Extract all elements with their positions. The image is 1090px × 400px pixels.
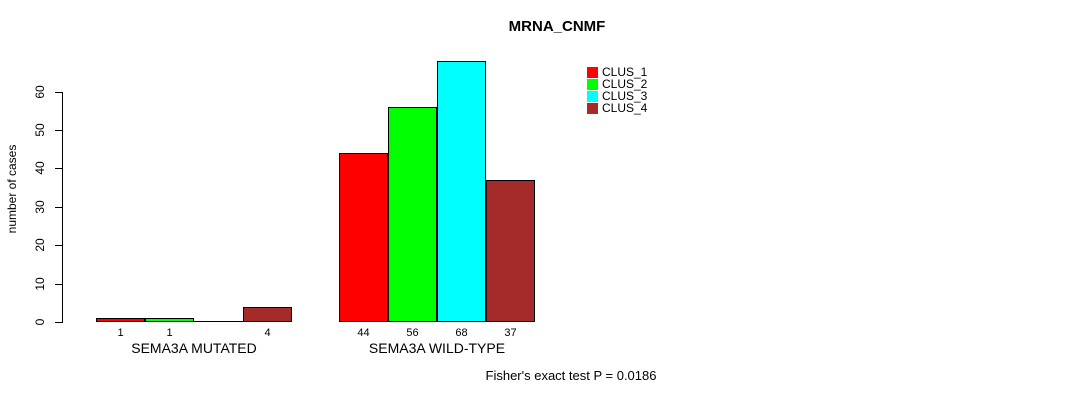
bar-value-label: 4 xyxy=(264,327,271,339)
y-axis-label: number of cases xyxy=(5,144,19,234)
stats-annotation: Fisher's exact test P = 0.0186 xyxy=(485,368,657,383)
y-tick-label: 20 xyxy=(33,238,47,252)
y-axis-line xyxy=(62,91,63,323)
group-label: SEMA3A MUTATED xyxy=(131,340,257,356)
legend-swatch-icon xyxy=(587,90,598,102)
y-tick-label: 40 xyxy=(33,161,47,175)
bar-clus_2 xyxy=(145,318,194,322)
legend-row: CLUS_4 xyxy=(587,102,647,114)
legend-swatch-icon xyxy=(587,78,598,90)
y-tick-label: 30 xyxy=(33,200,47,214)
zero-bar-clus_3 xyxy=(194,321,243,322)
y-tick-mark xyxy=(55,130,62,131)
legend-label: CLUS_2 xyxy=(602,77,648,91)
group-label: SEMA3A WILD-TYPE xyxy=(368,340,506,356)
legend-row: CLUS_3 xyxy=(587,90,647,102)
bar-value-label: 1 xyxy=(166,327,173,339)
y-tick-label: 10 xyxy=(33,277,47,291)
y-tick-label: 0 xyxy=(33,318,47,326)
chart-title: MRNA_CNMF xyxy=(508,18,606,35)
bar-clus_1 xyxy=(96,318,145,322)
y-tick-label: 50 xyxy=(33,123,47,137)
bar-value-label: 37 xyxy=(504,327,517,339)
bar-value-label: 44 xyxy=(357,327,370,339)
bar-clus_4 xyxy=(243,307,292,322)
legend-row: CLUS_1 xyxy=(587,66,647,78)
bar-clus_1 xyxy=(339,153,388,322)
bar-value-label: 56 xyxy=(406,327,419,339)
y-tick-mark xyxy=(55,284,62,285)
legend-swatch-icon xyxy=(587,66,598,78)
bar-clus_4 xyxy=(486,180,535,322)
bar-value-label: 1 xyxy=(117,327,124,339)
bar-value-label: 68 xyxy=(455,327,468,339)
y-tick-label: 60 xyxy=(33,85,47,99)
legend-label: CLUS_3 xyxy=(602,89,648,103)
y-tick-mark xyxy=(55,322,62,323)
legend-swatch-icon xyxy=(587,102,598,114)
y-tick-mark xyxy=(55,245,62,246)
legend-label: CLUS_4 xyxy=(602,101,648,115)
y-tick-mark xyxy=(55,168,62,169)
bar-clus_3 xyxy=(437,61,486,322)
y-tick-mark xyxy=(55,207,62,208)
y-tick-mark xyxy=(55,92,62,93)
legend: CLUS_1 CLUS_2 CLUS_3 CLUS_4 xyxy=(587,66,647,114)
legend-label: CLUS_1 xyxy=(602,65,648,79)
bar-clus_2 xyxy=(388,107,437,322)
legend-row: CLUS_2 xyxy=(587,78,647,90)
